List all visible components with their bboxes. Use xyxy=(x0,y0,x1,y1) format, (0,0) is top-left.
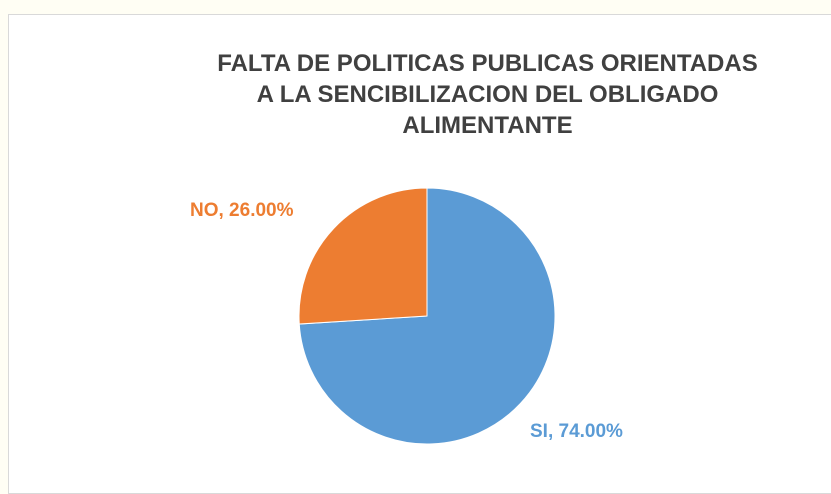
pie-slice xyxy=(298,187,428,325)
data-label: SI, 74.00% xyxy=(530,421,623,442)
chart-title: FALTA DE POLITICAS PUBLICAS ORIENTADAS A… xyxy=(217,50,758,139)
data-label: NO, 26.00% xyxy=(190,200,294,221)
